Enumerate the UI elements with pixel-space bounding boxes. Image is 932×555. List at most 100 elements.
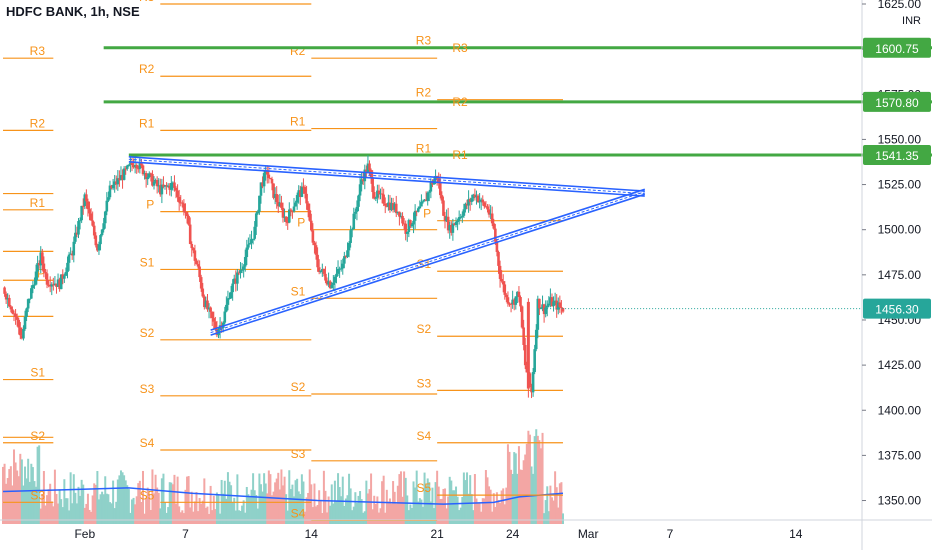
volume-bar-59 — [94, 484, 97, 524]
volume-bar-18 — [30, 463, 33, 524]
volume-bar-197 — [311, 507, 314, 524]
triangle-upper-edge-bottom[interactable] — [128, 160, 645, 197]
candle-body-160 — [254, 213, 258, 227]
volume-bar-121 — [192, 511, 195, 524]
volume-bar-177 — [280, 469, 283, 524]
time-axis[interactable]: Feb 7 14 21 24 Mar 7 14 — [0, 519, 932, 541]
candle-body-281 — [445, 216, 448, 222]
volume-bar-298 — [470, 494, 473, 524]
volume-bar-275 — [434, 482, 437, 524]
pivot-tag-1-7: S4 — [140, 436, 155, 450]
candle-body-252 — [399, 215, 403, 217]
volume-bar-23 — [38, 445, 41, 524]
volume-bar-156 — [247, 494, 250, 524]
candle-body-103 — [165, 185, 168, 187]
triangle-lower-edge-bottom[interactable] — [210, 193, 646, 336]
candle-body-271 — [429, 182, 433, 192]
horizontal-levels[interactable]: R3 R2 R1 — [103, 41, 932, 162]
candle-body-35 — [58, 279, 61, 290]
candle-body-291 — [461, 215, 464, 217]
volume-bar-71 — [113, 508, 116, 524]
triangle-upper-edge-top[interactable] — [128, 155, 645, 192]
volume-bar-118 — [187, 476, 190, 524]
candle-body-326 — [516, 291, 519, 297]
volume-bar-101 — [160, 478, 163, 524]
candle-body-94 — [151, 174, 154, 186]
volume-bar-30 — [49, 483, 52, 524]
volume-bar-77 — [123, 475, 126, 524]
candle-body-255 — [404, 223, 407, 234]
volume-bar-15 — [25, 478, 28, 524]
candle-body-122 — [195, 260, 198, 265]
volume-bar-350 — [552, 500, 555, 524]
candle-body-113 — [181, 202, 184, 204]
candle-body-165 — [262, 173, 266, 187]
candle-body-52 — [85, 194, 88, 202]
candle-body-245 — [388, 202, 392, 211]
volume-bar-201 — [318, 490, 321, 524]
volume-bar-290 — [458, 510, 461, 524]
volume-bar-249 — [393, 491, 396, 524]
volume-bar-354 — [558, 483, 561, 524]
volume-bar-131 — [208, 513, 211, 524]
volume-bar-151 — [239, 510, 242, 524]
pivot-tag-0-1: R2 — [30, 116, 46, 130]
candle-body-218 — [346, 250, 349, 257]
candle-body-209 — [332, 282, 335, 285]
candle-body-85 — [136, 168, 140, 170]
candle-body-150 — [239, 269, 242, 274]
candle-body-142 — [226, 298, 230, 305]
volume-layer — [2, 429, 564, 524]
pivot-tag-2-2: P — [297, 216, 305, 230]
triangle-drawing[interactable] — [128, 155, 646, 336]
candle-body-231 — [366, 163, 370, 173]
volume-bar-338 — [533, 436, 536, 524]
triangle-lower-edge-top[interactable] — [210, 188, 646, 331]
chart-title: HDFC BANK, 1h, NSE — [6, 4, 140, 19]
volume-bar-240 — [379, 508, 382, 524]
volume-bar-41 — [66, 498, 69, 524]
volume-bar-21 — [35, 486, 38, 524]
candle-body-89 — [143, 173, 146, 175]
volume-bar-314 — [495, 492, 498, 524]
pivot-tag-3-8: S5 — [416, 481, 431, 495]
volume-bar-309 — [488, 486, 491, 524]
volume-bar-232 — [366, 493, 369, 524]
volume-bar-123 — [195, 492, 198, 524]
candle-body-36 — [59, 274, 63, 290]
volume-bar-80 — [127, 489, 130, 524]
volume-bar-208 — [329, 505, 332, 524]
candle-body-257 — [407, 220, 411, 232]
volume-bar-51 — [82, 484, 85, 524]
volume-bar-180 — [285, 494, 288, 524]
volume-bar-260 — [410, 507, 413, 524]
candle-body-5 — [11, 309, 14, 314]
volume-bar-319 — [503, 504, 506, 524]
x-tick-label-5: Mar — [578, 527, 599, 541]
level-pivot-tag-R1: R1 — [452, 148, 468, 162]
volume-bar-183 — [289, 489, 292, 524]
y-tick-label-11: 1625.00 — [878, 0, 922, 11]
candle-body-350 — [553, 300, 557, 302]
candle-body-55 — [89, 213, 93, 221]
candle-body-45 — [74, 232, 77, 242]
candle-body-185 — [294, 202, 297, 207]
volume-bar-135 — [214, 509, 217, 524]
candle-body-50 — [81, 205, 85, 207]
volume-bar-119 — [189, 507, 192, 524]
pivot-tag-1-2: R1 — [139, 116, 155, 130]
volume-bar-122 — [193, 501, 196, 524]
level-tag-text-R2: 1570.80 — [875, 96, 919, 110]
volume-bar-132 — [209, 485, 212, 524]
volume-bar-124 — [197, 511, 200, 524]
candle-body-214 — [339, 268, 343, 270]
candle-body-277 — [438, 182, 442, 196]
volume-bar-239 — [377, 512, 380, 524]
y-tick-label-5: 1475.00 — [878, 268, 922, 282]
volume-bar-56 — [90, 511, 93, 524]
volume-bar-97 — [154, 474, 157, 524]
volume-bar-86 — [137, 483, 140, 524]
volume-bar-200 — [316, 504, 319, 524]
